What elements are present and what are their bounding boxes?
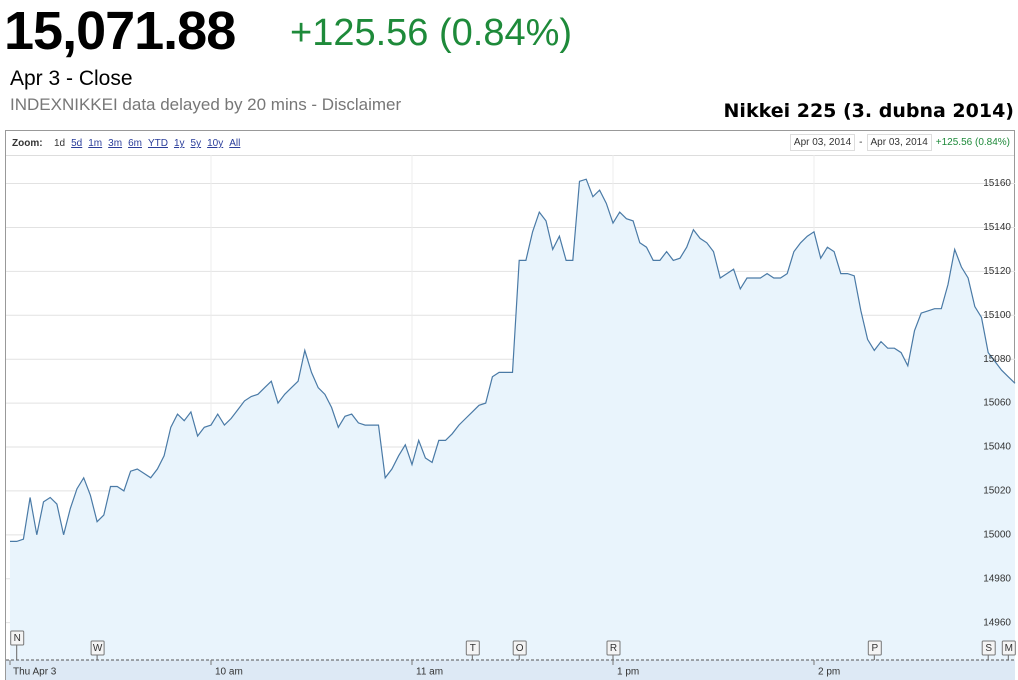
- zoom-ranges: 1d 5d 1m 3m 6m YTD 1y 5y 10y All: [54, 138, 246, 149]
- market-status: Apr 3 - Close: [10, 67, 133, 90]
- flag-label: N: [14, 633, 21, 644]
- range-change: +125.56 (0.84%): [935, 137, 1010, 148]
- y-tick-label: 14980: [983, 573, 1011, 584]
- y-tick-label: 15040: [983, 442, 1011, 453]
- chart-title: Nikkei 225 (3. dubna 2014): [723, 100, 1014, 122]
- y-tick-label: 15020: [983, 486, 1011, 497]
- zoom-range[interactable]: 1y: [173, 138, 185, 149]
- area-fill: [10, 179, 1015, 660]
- date-range: Apr 03, 2014- Apr 03, 2014 +125.56 (0.84%): [789, 134, 1010, 151]
- zoom-range[interactable]: 3m: [108, 138, 123, 149]
- flag-label: O: [516, 643, 524, 654]
- zoom-label: Zoom:: [12, 138, 43, 149]
- y-tick-label: 15120: [983, 266, 1011, 277]
- x-tick-label: 2 pm: [818, 667, 840, 678]
- price-change: +125.56 (0.84%): [290, 12, 573, 54]
- y-tick-label: 15100: [983, 310, 1011, 321]
- separator: -: [859, 137, 863, 148]
- price-line: [10, 178, 1016, 542]
- zoom-range[interactable]: 5y: [190, 138, 202, 149]
- x-tick-label: Thu Apr 3: [13, 667, 57, 678]
- flag-box: [512, 640, 527, 656]
- chart-box: Zoom: 1d 5d 1m 3m 6m YTD 1y 5y 10y All Apr 03, 20…: [5, 130, 1015, 680]
- flag-label: P: [871, 643, 878, 654]
- flag-box: [981, 640, 996, 656]
- flag-box: [867, 640, 882, 656]
- x-tick-label: 1 pm: [617, 667, 639, 678]
- x-tick-label: 11 am: [416, 667, 443, 678]
- flag-label: W: [93, 643, 103, 654]
- zoom-range[interactable]: 1d: [54, 138, 66, 149]
- y-tick-label: 15160: [983, 178, 1011, 189]
- y-tick-label: 15000: [983, 529, 1011, 540]
- zoom-range[interactable]: 10y: [207, 138, 224, 149]
- x-tick-label: 10 am: [215, 667, 243, 678]
- zoom-range[interactable]: YTD: [147, 138, 168, 149]
- disclaimer[interactable]: INDEXNIKKEI data delayed by 20 mins - Di…: [10, 95, 402, 114]
- flag-box: [90, 640, 105, 656]
- flag-label: T: [470, 643, 476, 654]
- zoom-range[interactable]: 5d: [71, 138, 83, 149]
- zoom-range[interactable]: 1m: [88, 138, 103, 149]
- flag-label: S: [985, 643, 992, 654]
- flag-label: M: [1005, 643, 1013, 654]
- date-from[interactable]: Apr 03, 2014: [789, 134, 856, 151]
- price: 15,071.88: [4, 1, 236, 61]
- zoom-range[interactable]: 6m: [128, 138, 142, 149]
- flag-box: [10, 630, 25, 646]
- flag-box: [465, 640, 480, 656]
- toolbar: Zoom: 1d 5d 1m 3m 6m YTD 1y 5y 10y All Apr 03, 20…: [6, 131, 1014, 156]
- flag-box: [606, 640, 621, 656]
- flag-label: R: [610, 643, 617, 654]
- zoom-range[interactable]: All: [229, 138, 241, 149]
- x-axis-strip: [6, 660, 1015, 680]
- y-tick-label: 15080: [983, 354, 1011, 365]
- y-tick-label: 15060: [983, 398, 1011, 409]
- flag-box: [1001, 640, 1016, 656]
- y-tick-label: 14960: [983, 617, 1011, 628]
- date-to[interactable]: Apr 03, 2014: [866, 134, 932, 151]
- y-tick-label: 15140: [983, 222, 1011, 233]
